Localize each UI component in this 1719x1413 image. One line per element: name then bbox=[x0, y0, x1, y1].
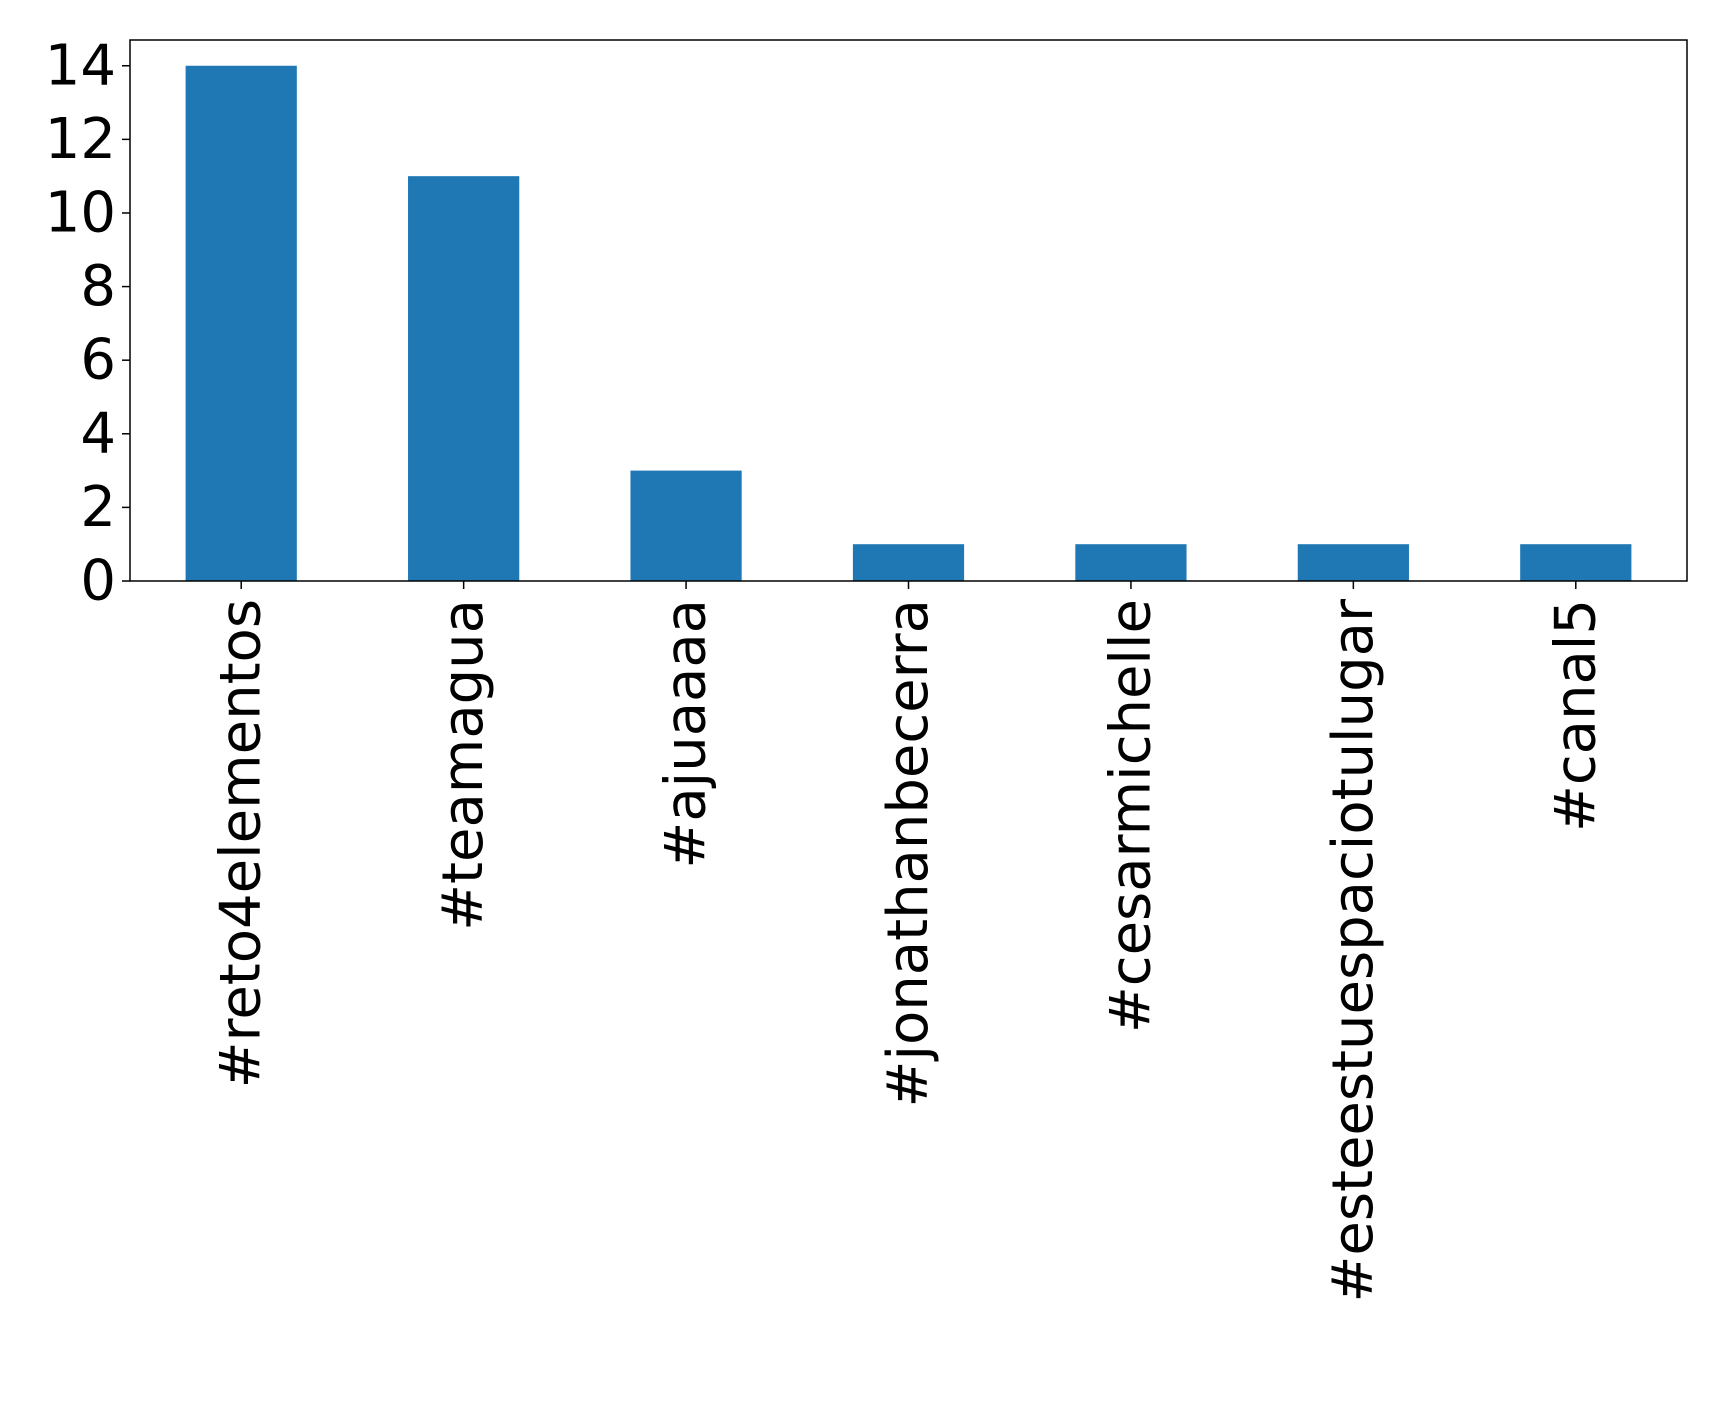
bar bbox=[1520, 544, 1632, 581]
y-axis-ticks: 0 2 4 6 8 10 12 14 bbox=[45, 33, 130, 614]
x-tick-label: #esteestuespaciotulugar bbox=[1321, 598, 1386, 1303]
y-tick-label: 2 bbox=[80, 475, 116, 540]
bar bbox=[852, 544, 965, 581]
x-tick-label: #jonathanbecerra bbox=[876, 599, 941, 1107]
bar bbox=[630, 470, 742, 581]
y-tick-label: 10 bbox=[45, 180, 116, 245]
y-tick-label: 0 bbox=[80, 549, 116, 614]
plot-area-frame bbox=[129, 39, 1688, 582]
bar bbox=[1075, 544, 1187, 581]
x-tick-label: #teamagua bbox=[431, 599, 496, 931]
x-tick-label: #canal5 bbox=[1543, 599, 1608, 832]
bar bbox=[1297, 544, 1409, 581]
y-tick-label: 8 bbox=[80, 254, 116, 319]
bar bbox=[408, 176, 520, 581]
x-tick-label: #ajuaaaa bbox=[654, 599, 719, 869]
x-axis-ticks: #reto4elementos #teamagua #ajuaaaa #jonatha… bbox=[209, 581, 1608, 1303]
y-tick-label: 4 bbox=[80, 401, 116, 466]
bar bbox=[185, 65, 297, 581]
y-tick-label: 6 bbox=[80, 328, 116, 393]
x-tick-label: #cesarmichelle bbox=[1098, 599, 1163, 1033]
y-tick-label: 14 bbox=[45, 33, 116, 98]
x-tick-label: #reto4elementos bbox=[209, 599, 274, 1088]
bars-group bbox=[185, 65, 1632, 581]
y-tick-label: 12 bbox=[45, 107, 116, 172]
